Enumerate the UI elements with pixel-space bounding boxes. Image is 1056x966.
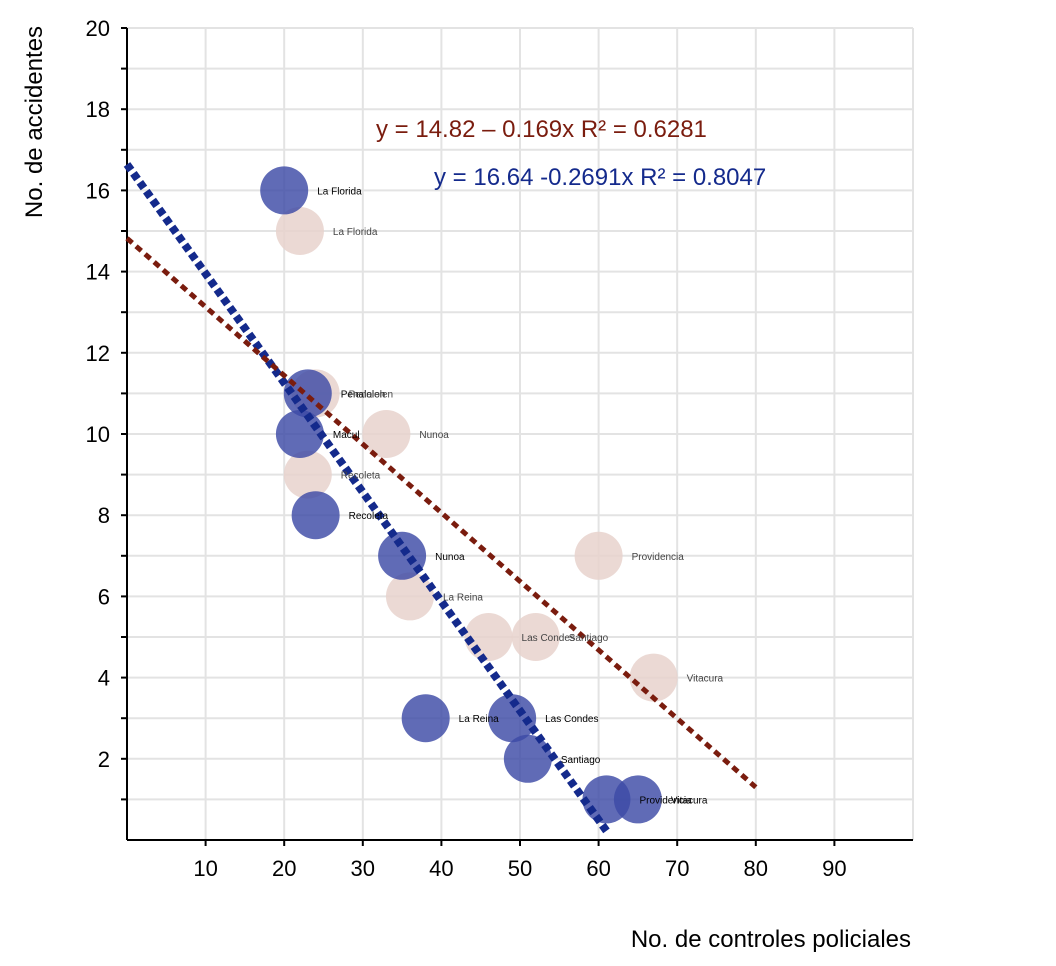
y-tick-label: 4: [98, 666, 110, 691]
x-axis-title: No. de controles policiales: [631, 926, 911, 953]
tick-labels: 2 4 6 8 10 12 14 16 18 20 10 20 30 40 50 60 70 80 90: [86, 16, 847, 881]
y-tick-label: 12: [86, 341, 110, 366]
point-label: Macul: [333, 430, 360, 441]
point-label: Providencia: [632, 552, 685, 563]
point-label: Santiago: [561, 755, 601, 766]
y-axis-title: No. de accidentes: [21, 26, 48, 218]
x-tick-label: 40: [429, 856, 453, 881]
data-point: [511, 613, 560, 661]
trendline: [123, 162, 610, 834]
y-tick-label: 6: [98, 584, 110, 609]
data-point: [503, 734, 552, 783]
y-tick-label: 2: [98, 747, 110, 772]
y-tick-label: 20: [86, 16, 110, 41]
data-point: [275, 410, 324, 458]
point-label: Penalolen: [341, 389, 385, 400]
data-point: [291, 491, 340, 540]
data-point: [260, 166, 309, 215]
data-point: [283, 450, 332, 499]
x-tick-label: 20: [272, 856, 296, 881]
data-point: [401, 694, 450, 743]
point-label: Vitacura: [687, 674, 724, 685]
x-tick-label: 10: [193, 856, 217, 881]
point-label: Providencia: [639, 795, 692, 806]
x-tick-label: 30: [351, 856, 375, 881]
x-tick-label: 90: [822, 856, 846, 881]
point-label: Las Condes: [522, 633, 575, 644]
point-label: La Florida: [333, 227, 378, 238]
point-label: La Reina: [443, 592, 483, 603]
y-tick-label: 16: [86, 178, 110, 203]
x-tick-label: 80: [744, 856, 768, 881]
data-point: [362, 410, 411, 458]
point-label: Las Condes: [545, 714, 598, 725]
data-point: [275, 207, 324, 255]
y-tick-label: 10: [86, 422, 110, 447]
point-label: Recoleta: [341, 471, 381, 482]
point-label: La Reina: [459, 714, 499, 725]
point-labels: La Florida Penalolen Macul Recoleta Nunoa La …: [317, 186, 723, 806]
trendline-equation: y = 14.82 – 0.169x R² = 0.6281: [376, 116, 707, 143]
point-label: La Florida: [317, 186, 362, 197]
trendline-equation: y = 16.64 -0.2691x R² = 0.8047: [434, 164, 766, 191]
axes: [121, 27, 913, 846]
data-point: [385, 572, 434, 621]
point-label: Nunoa: [419, 430, 449, 441]
trendlines: [123, 162, 758, 834]
trendline-equations: y = 16.64 -0.2691x R² = 0.8047 y = 14.82 …: [376, 116, 766, 191]
data-points: [260, 166, 678, 824]
x-tick-label: 50: [508, 856, 532, 881]
point-label: Recoleta: [349, 511, 389, 522]
point-label: Penalolen: [349, 389, 393, 400]
y-tick-label: 8: [98, 503, 110, 528]
y-tick-label: 18: [86, 97, 110, 122]
point-label: Nunoa: [435, 552, 465, 563]
point-label: Vitacura: [671, 795, 708, 806]
y-tick-label: 14: [86, 260, 110, 285]
x-tick-label: 70: [665, 856, 689, 881]
x-tick-label: 60: [586, 856, 610, 881]
data-point: [488, 694, 537, 743]
data-point: [629, 653, 678, 702]
point-label: Santiago: [569, 633, 609, 644]
data-point: [574, 531, 623, 580]
data-point: [613, 775, 662, 824]
